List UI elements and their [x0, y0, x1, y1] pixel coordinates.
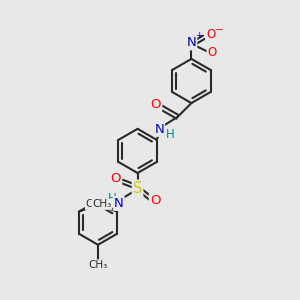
Text: +: + — [195, 32, 202, 40]
Text: CH₃: CH₃ — [88, 260, 108, 270]
Text: CH₃: CH₃ — [92, 199, 112, 209]
Text: S: S — [133, 181, 142, 196]
Text: O: O — [111, 172, 121, 185]
Text: CH₃: CH₃ — [85, 199, 105, 209]
Text: O: O — [208, 46, 217, 59]
Text: H: H — [107, 192, 116, 205]
Text: O: O — [151, 98, 161, 111]
Text: H: H — [166, 128, 175, 141]
Text: O: O — [150, 194, 160, 207]
Text: −: − — [214, 25, 224, 35]
Text: N: N — [114, 197, 124, 210]
Text: N: N — [154, 123, 164, 136]
Text: N: N — [187, 36, 196, 49]
Text: O: O — [206, 28, 215, 40]
